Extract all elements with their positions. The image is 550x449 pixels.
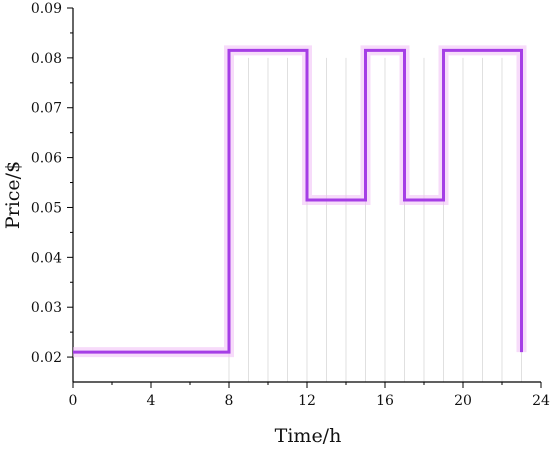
- series-halo: [73, 45, 527, 358]
- series-layer: [73, 45, 527, 358]
- y-tick-label: 0.04: [31, 250, 62, 266]
- y-tick-label: 0.05: [31, 200, 62, 216]
- y-tick-label: 0.08: [31, 51, 62, 67]
- y-tick-label: 0.09: [31, 1, 62, 17]
- hourly-grid-lines: [228, 57, 522, 382]
- tick-marks: [67, 7, 542, 388]
- x-tick-label: 20: [454, 393, 472, 409]
- y-tick-label: 0.06: [31, 151, 62, 167]
- y-tick-label: 0.02: [31, 350, 62, 366]
- y-tick-label: 0.07: [31, 101, 62, 117]
- x-tick-label: 16: [376, 393, 394, 409]
- x-tick-label: 12: [298, 393, 316, 409]
- x-tick-label: 8: [225, 393, 234, 409]
- y-tick-label: 0.03: [31, 300, 62, 316]
- x-tick-label: 24: [532, 393, 550, 409]
- tick-labels: 0 4 8 12 16 20 24 0.02 0.03 0.04 0.05 0.06 0.07 0.08 0…: [31, 1, 550, 409]
- x-tick-label: 4: [147, 393, 156, 409]
- x-tick-label: 0: [69, 393, 78, 409]
- y-axis-title: Price/$: [2, 161, 24, 229]
- price-series-line: [73, 48, 523, 354]
- x-axis-title: Time/h: [275, 425, 342, 447]
